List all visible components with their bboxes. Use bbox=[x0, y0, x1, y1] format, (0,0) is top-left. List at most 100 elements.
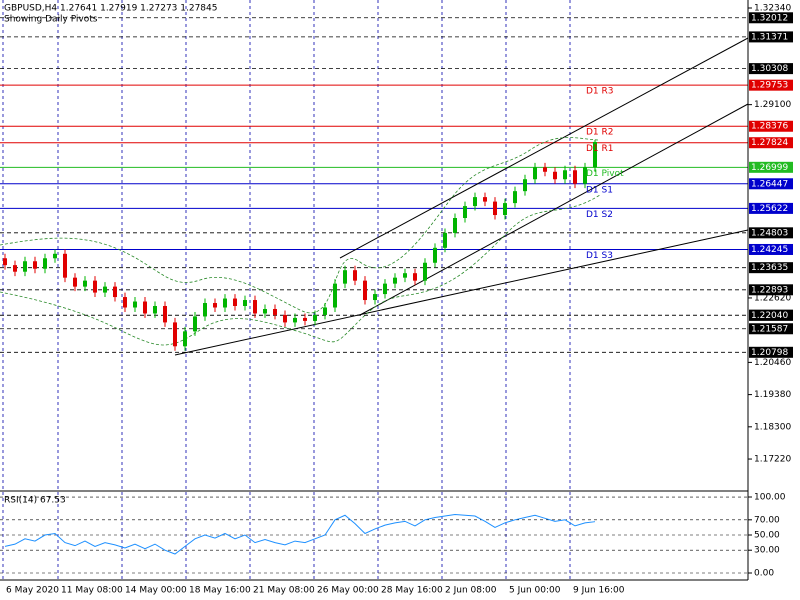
candle-body bbox=[283, 314, 287, 323]
x-tick-label: 2 Jun 08:00 bbox=[445, 586, 497, 596]
level-label: 1.22040 bbox=[751, 311, 788, 321]
grid bbox=[0, 0, 748, 580]
candle-body bbox=[433, 247, 437, 263]
level-label: 1.21587 bbox=[751, 324, 788, 334]
indicator-title: RSI(14) 67.53 bbox=[4, 496, 66, 506]
rsi-line bbox=[4, 513, 596, 555]
candle-body bbox=[263, 308, 267, 314]
candle-body bbox=[203, 303, 207, 317]
y-tick-label: 1.22620 bbox=[754, 293, 791, 303]
candle-body bbox=[363, 280, 367, 301]
candle-body bbox=[153, 306, 157, 314]
level-box bbox=[749, 284, 793, 296]
pivot-label: 1.27824 bbox=[751, 138, 788, 148]
chart-title: GBPUSD,H4 1.27641 1.27919 1.27273 1.2784… bbox=[4, 4, 217, 14]
candle-body bbox=[593, 141, 597, 168]
y-tick-label: 1.19380 bbox=[754, 390, 791, 400]
channel-top bbox=[339, 37, 749, 259]
y-tick-label: 30.00 bbox=[754, 546, 780, 556]
level-label: 1.23635 bbox=[751, 263, 788, 273]
pivot-box bbox=[749, 79, 793, 91]
candle-body bbox=[503, 203, 507, 216]
candle-body bbox=[533, 167, 537, 180]
y-tick-label: 1.29100 bbox=[754, 100, 791, 110]
pivot-name: D1 R2 bbox=[586, 128, 614, 138]
candle-body bbox=[43, 258, 47, 269]
pivot-name: D1 R1 bbox=[586, 144, 614, 154]
candle-body bbox=[423, 262, 427, 281]
pivot-name: D1 S3 bbox=[586, 251, 613, 261]
level-box bbox=[749, 227, 793, 239]
candle-body bbox=[473, 197, 477, 207]
pivot-name: D1 Pivot bbox=[586, 169, 624, 179]
candle-body bbox=[413, 273, 417, 281]
y-tick-label: 0.00 bbox=[754, 569, 774, 579]
candle-body bbox=[463, 206, 467, 219]
candle-body bbox=[573, 170, 577, 184]
candle-body bbox=[393, 277, 397, 284]
candle-body bbox=[443, 232, 447, 248]
candle-body bbox=[33, 261, 37, 269]
level-box bbox=[749, 309, 793, 321]
candle-body bbox=[313, 314, 317, 321]
trend-line bbox=[174, 229, 749, 356]
candle-body bbox=[453, 218, 457, 233]
y-tick-label: 70.00 bbox=[754, 515, 780, 525]
pivot-name: D1 S2 bbox=[586, 210, 613, 220]
pivot-box bbox=[749, 243, 793, 255]
candle-body bbox=[323, 307, 327, 315]
band-upper bbox=[0, 137, 601, 314]
candle-body bbox=[23, 261, 27, 272]
candle-body bbox=[113, 286, 117, 298]
candle-body bbox=[583, 167, 587, 184]
x-tick-label: 21 May 08:00 bbox=[253, 586, 315, 596]
candle-body bbox=[523, 179, 527, 192]
candle-body bbox=[163, 306, 167, 323]
candle-body bbox=[173, 322, 177, 347]
candle-body bbox=[243, 300, 247, 307]
marks bbox=[3, 139, 597, 555]
x-tick-label: 14 May 00:00 bbox=[125, 586, 187, 596]
candle-body bbox=[513, 191, 517, 204]
candle-body bbox=[103, 286, 107, 293]
pivot-box bbox=[749, 137, 793, 149]
subtitle: Showing Daily Pivots bbox=[4, 15, 98, 25]
level-box bbox=[749, 12, 793, 24]
x-tick-label: 11 May 08:00 bbox=[61, 586, 123, 596]
level-label: 1.20798 bbox=[751, 348, 788, 358]
x-tick-label: 26 May 00:00 bbox=[317, 586, 379, 596]
candle-body bbox=[253, 300, 257, 314]
level-box bbox=[749, 31, 793, 43]
level-label: 1.24803 bbox=[751, 228, 788, 238]
bollinger bbox=[0, 137, 601, 346]
candle-body bbox=[553, 171, 557, 180]
y-tick-label: 1.32340 bbox=[754, 3, 791, 13]
candle-body bbox=[373, 294, 377, 301]
x-tick-label: 6 May 2020 bbox=[6, 586, 59, 596]
x-tick-label: 5 Jun 00:00 bbox=[509, 586, 561, 596]
candle-body bbox=[133, 301, 137, 308]
candle-body bbox=[193, 316, 197, 332]
candle-body bbox=[123, 297, 127, 308]
candle-body bbox=[83, 280, 87, 287]
band-lower bbox=[0, 194, 601, 346]
candle-body bbox=[273, 308, 277, 315]
candle-body bbox=[563, 170, 567, 180]
candle-body bbox=[3, 258, 7, 266]
candle-body bbox=[73, 277, 77, 287]
pivot-label: 1.25622 bbox=[751, 204, 788, 214]
candle-body bbox=[93, 280, 97, 293]
candle-body bbox=[403, 273, 407, 278]
pivot-label: 1.29753 bbox=[751, 81, 788, 91]
y-tick-label: 100.00 bbox=[754, 493, 786, 503]
x-tick-label: 28 May 16:00 bbox=[381, 586, 443, 596]
candle-body bbox=[353, 270, 357, 281]
level-box bbox=[749, 262, 793, 274]
level-label: 1.30308 bbox=[751, 64, 788, 74]
x-tick-label: 18 May 16:00 bbox=[189, 586, 251, 596]
candle-body bbox=[333, 283, 337, 308]
candle-body bbox=[213, 303, 217, 308]
level-box bbox=[749, 323, 793, 335]
candle-body bbox=[543, 167, 547, 172]
